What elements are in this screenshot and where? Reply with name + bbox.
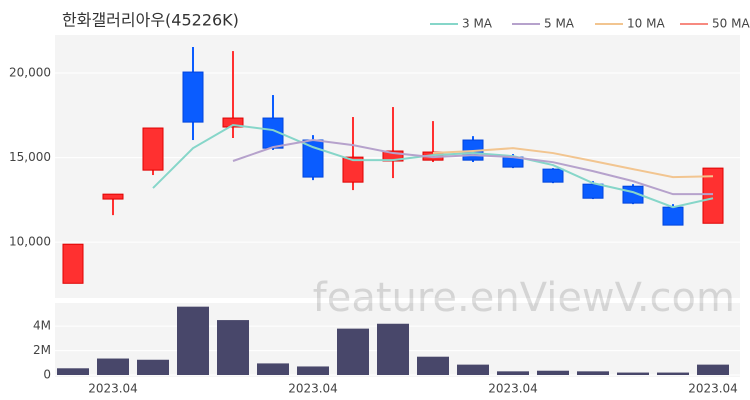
volume-bar [57,368,89,375]
legend-label: 10 MA [627,17,665,31]
x-tick-label: 2023.04 [688,382,738,396]
price-panel [55,35,740,298]
candle-body [662,206,684,226]
legend-label: 3 MA [462,17,493,31]
y-tick-label: 4M [33,319,51,333]
candle-body [222,117,244,128]
candle-body [582,183,604,199]
ma-line [152,123,714,209]
volume-bar [137,359,169,375]
volume-bar [337,328,369,375]
y-tick-label: 20,000 [9,66,51,80]
candle-body [62,243,84,284]
candle-body [542,168,564,183]
y-tick-label: 10,000 [9,235,51,249]
watermark: feature.enViewV.com [313,275,735,321]
volume-bar [97,358,129,375]
volume-bar [457,364,489,375]
candle-body [142,127,164,171]
candle-body [302,139,324,178]
volume-bar [177,306,209,375]
x-tick-label: 2023.04 [88,382,138,396]
volume-bar [377,323,409,375]
volume-bar [297,366,329,375]
legend-label: 5 MA [544,17,575,31]
candle-body [342,156,364,183]
y-tick-label: 2M [33,343,51,357]
ma-line [232,139,713,196]
volume-bar [497,371,529,375]
volume-bar [417,356,449,375]
y-tick-label: 0 [43,368,51,382]
volume-bar [537,370,569,375]
volume-bar [697,364,729,375]
candle-body [702,167,724,224]
volume-bar [217,320,249,375]
candle-body [102,193,124,200]
volume-bar [657,372,689,375]
volume-bar [617,372,649,375]
chart-title: 한화갤러리아우(45226K) [62,11,239,30]
y-tick-label: 15,000 [9,150,51,164]
volume-bar [577,371,609,375]
x-tick-label: 2023.04 [488,382,538,396]
legend-label: 50 MA [712,17,750,31]
x-tick-label: 2023.04 [288,382,338,396]
ma-line [432,147,714,179]
candle-body [182,71,204,123]
volume-bar [257,363,289,375]
